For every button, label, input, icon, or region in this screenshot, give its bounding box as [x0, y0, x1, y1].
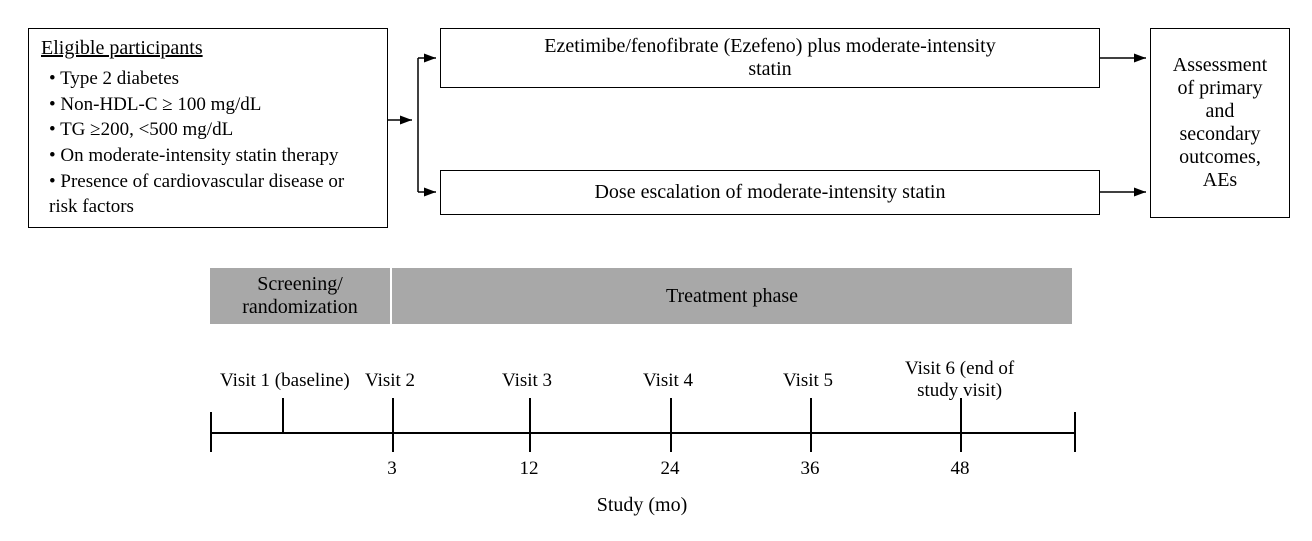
visit5-label: Visit 5 — [783, 370, 833, 392]
visit4-label: Visit 4 — [643, 370, 693, 392]
ticklabel-36: 36 — [801, 458, 820, 480]
visit2-label: Visit 2 — [365, 370, 415, 392]
tick-12 — [529, 398, 531, 452]
visit6-label: Visit 6 (end of study visit) — [905, 358, 1014, 402]
eligible-title: Eligible participants — [41, 37, 375, 60]
tick-3 — [392, 398, 394, 452]
arm2-text: Dose escalation of moderate-intensity st… — [594, 181, 945, 204]
eligible-list: Type 2 diabetes Non-HDL-C ≥ 100 mg/dL TG… — [41, 66, 375, 220]
axis-label: Study (mo) — [597, 494, 688, 517]
ticklabel-3: 3 — [387, 458, 397, 480]
axis-endcap-right — [1074, 412, 1076, 452]
visit6-line1: Visit 6 (end of — [905, 358, 1014, 379]
arm2-box: Dose escalation of moderate-intensity st… — [440, 170, 1100, 215]
visit3-label: Visit 3 — [502, 370, 552, 392]
treatment-label: Treatment phase — [666, 285, 798, 308]
eligible-box: Eligible participants Type 2 diabetes No… — [28, 28, 388, 228]
arm1-box: Ezetimibe/fenofibrate (Ezefeno) plus mod… — [440, 28, 1100, 88]
screening-label: Screening/ randomization — [242, 273, 358, 319]
eligible-item: TG ≥200, <500 mg/dL — [49, 117, 375, 143]
eligible-item: Presence of cardiovascular disease or ri… — [49, 169, 375, 220]
eligible-item: On moderate-intensity statin therapy — [49, 143, 375, 169]
eligible-item: Type 2 diabetes — [49, 66, 375, 92]
tick-36 — [810, 398, 812, 452]
visit1-tick — [282, 398, 284, 432]
outcome-box: Assessment of primary and secondary outc… — [1150, 28, 1290, 218]
arm1-line2: statin — [748, 58, 791, 80]
outcome-text: Assessment of primary and secondary outc… — [1163, 54, 1277, 192]
axis-endcap-left — [210, 412, 212, 452]
ticklabel-48: 48 — [951, 458, 970, 480]
arm1-line1: Ezetimibe/fenofibrate (Ezefeno) plus mod… — [544, 35, 995, 57]
timeline-axis — [210, 432, 1074, 434]
ticklabel-24: 24 — [661, 458, 680, 480]
visit1-label: Visit 1 (baseline) — [220, 370, 350, 392]
tick-48 — [960, 398, 962, 452]
ticklabel-12: 12 — [520, 458, 539, 480]
treatment-bar: Treatment phase — [392, 268, 1072, 324]
tick-24 — [670, 398, 672, 452]
screening-bar: Screening/ randomization — [210, 268, 390, 324]
eligible-item: Non-HDL-C ≥ 100 mg/dL — [49, 92, 375, 118]
